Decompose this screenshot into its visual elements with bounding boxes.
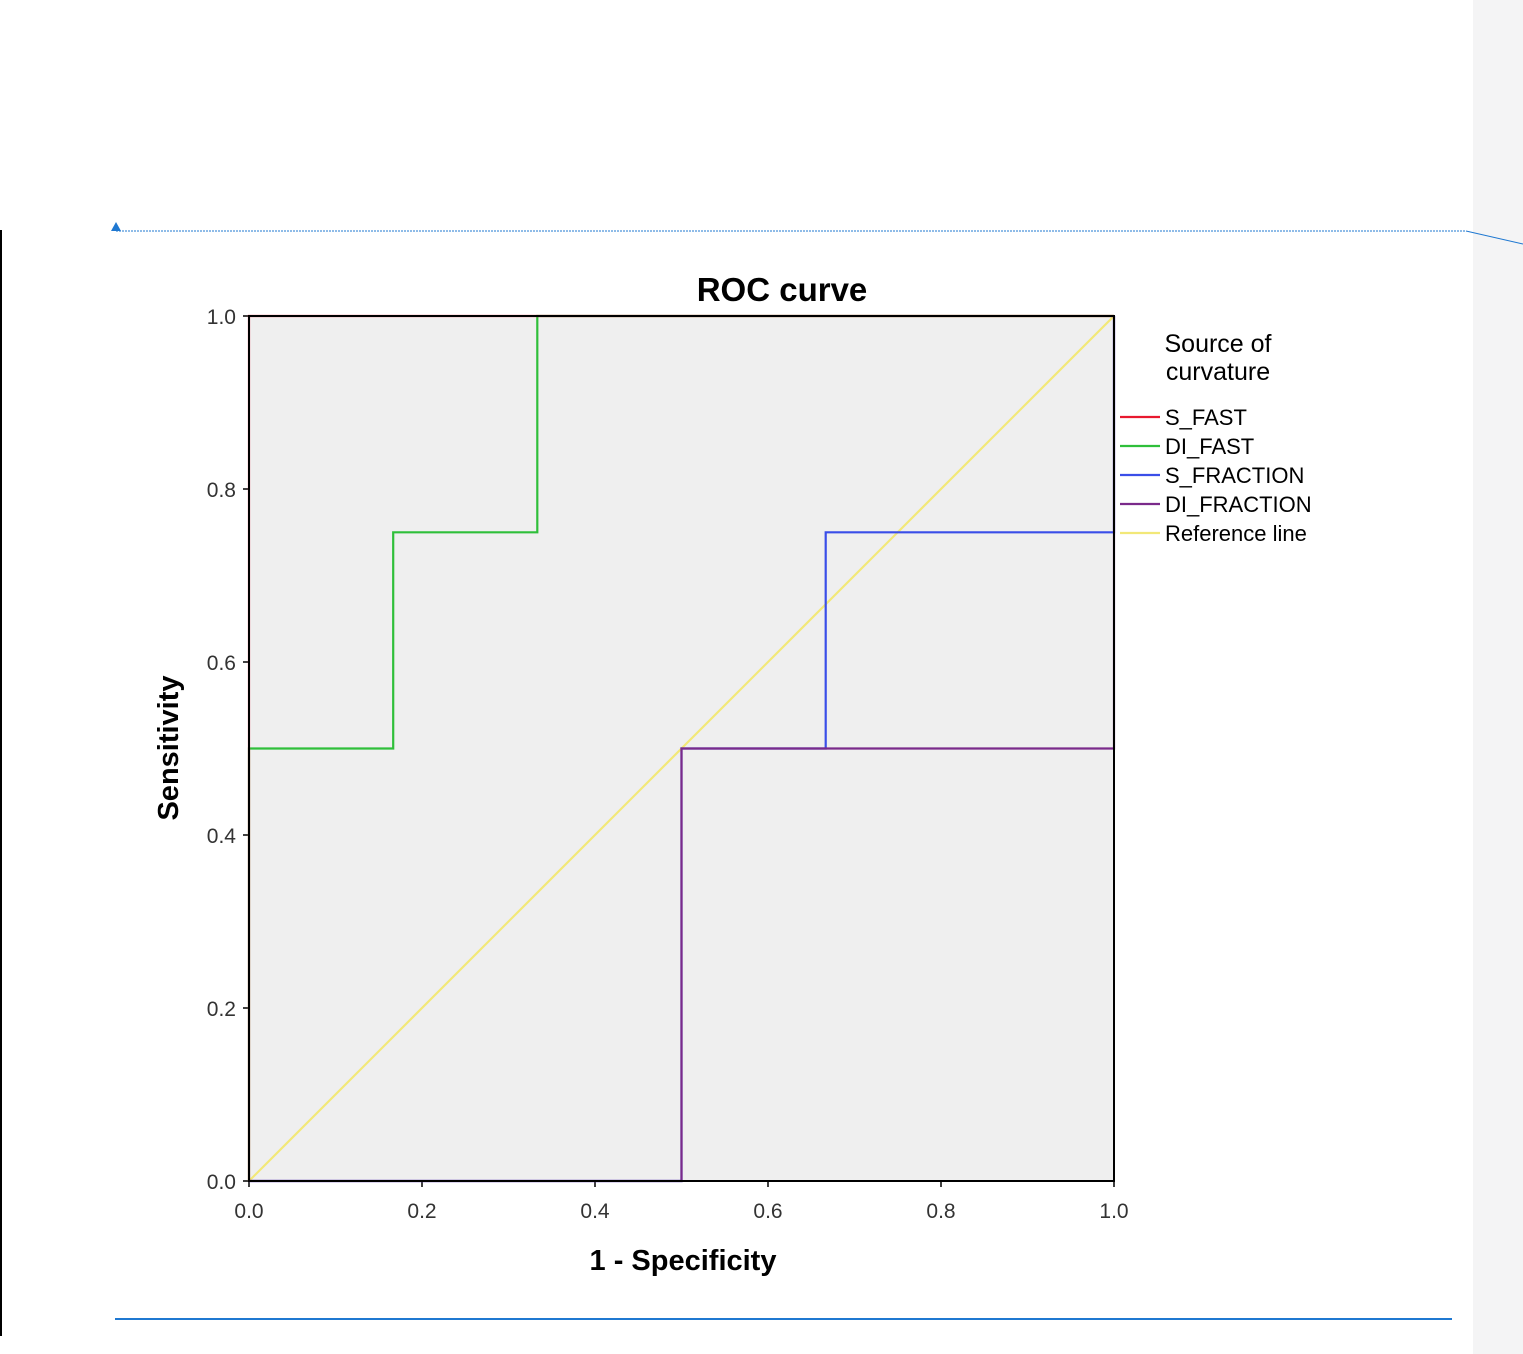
legend-label: S_FRACTION (1165, 463, 1304, 488)
y-tick-label: 0.8 (207, 479, 236, 502)
y-tick-label: 1.0 (207, 306, 236, 329)
side-panel (1473, 0, 1523, 1354)
y-tick-label: 0.0 (207, 1171, 236, 1194)
x-tick-label: 0.6 (753, 1200, 782, 1223)
x-tick-label: 1.0 (1099, 1200, 1128, 1223)
x-tick-label: 0.0 (234, 1200, 263, 1223)
legend-label: DI_FRACTION (1165, 492, 1312, 517)
left-border-line (0, 230, 2, 1336)
legend-label: Reference line (1165, 521, 1307, 546)
x-tick-label: 0.2 (407, 1200, 436, 1223)
legend-title-line-1: Source of (1164, 330, 1271, 358)
legend: Source of curvature S_FAST DI_FAST S_FRACT… (1120, 330, 1312, 546)
y-tick-label: 0.2 (207, 998, 236, 1021)
y-tick-label: 0.4 (207, 825, 237, 848)
x-tick-label: 0.8 (926, 1200, 955, 1223)
y-axis-title: Sensitivity (153, 675, 185, 820)
plot-frame (248, 315, 1115, 1182)
top-rule-connector (1465, 230, 1523, 245)
bottom-rule-line (115, 1318, 1452, 1320)
axis-ticks: 0.0 0.2 0.4 0.6 0.8 1.0 0.0 0.2 0.4 0.6 0.8 1.0 (207, 306, 1129, 1223)
y-tick-label: 0.6 (207, 652, 236, 675)
legend-title-line-2: curvature (1166, 358, 1270, 386)
x-tick-label: 0.4 (580, 1200, 610, 1223)
anchor-marker-icon (111, 222, 121, 231)
chart-title: ROC curve (697, 271, 868, 308)
legend-label: DI_FAST (1165, 434, 1254, 459)
x-axis-title: 1 - Specificity (590, 1245, 777, 1277)
legend-label: S_FAST (1165, 405, 1247, 430)
